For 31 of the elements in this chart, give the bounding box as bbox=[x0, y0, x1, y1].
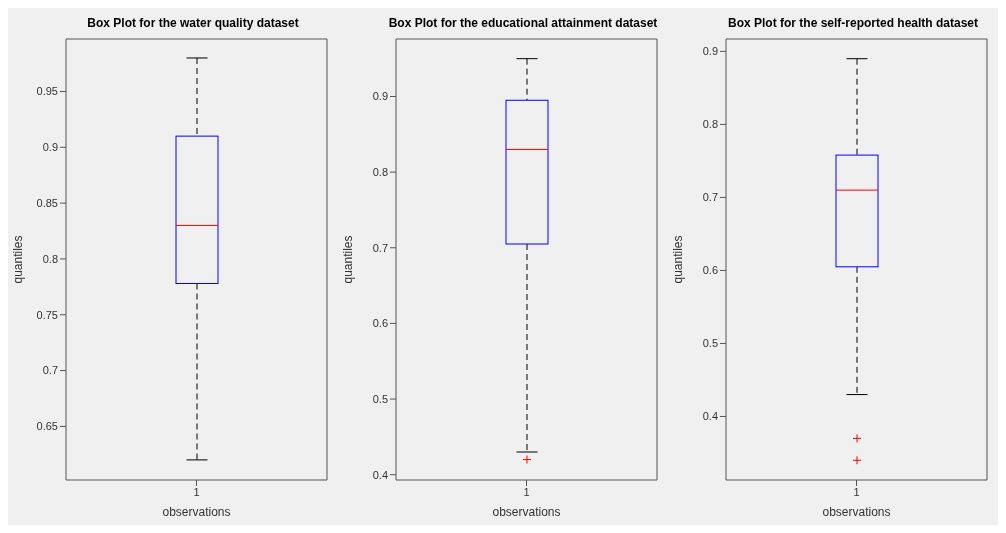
y-tick-label: 0.8 bbox=[42, 252, 58, 265]
y-tick-label: 0.5 bbox=[702, 337, 718, 350]
x-tick-label: 1 bbox=[853, 485, 860, 498]
y-tick-label: 0.9 bbox=[372, 90, 388, 103]
x-tick-label: 1 bbox=[523, 485, 530, 498]
y-tick-label: 0.8 bbox=[702, 118, 718, 131]
x-axis-title: observations bbox=[162, 505, 231, 519]
y-tick-label: 0.85 bbox=[36, 197, 58, 210]
y-tick-label: 0.9 bbox=[702, 45, 718, 58]
y-axis-title: quantiles bbox=[11, 235, 26, 284]
x-axis-title: observations bbox=[822, 505, 891, 519]
y-axis-title: quantiles bbox=[671, 235, 686, 284]
y-tick-label: 0.9 bbox=[42, 141, 58, 154]
y-tick-label: 0.5 bbox=[372, 392, 388, 405]
y-tick-label: 0.6 bbox=[702, 264, 718, 277]
y-axis-title: quantiles bbox=[341, 235, 356, 284]
y-tick-label: 0.6 bbox=[372, 317, 388, 330]
y-tick-label: 0.75 bbox=[36, 308, 58, 321]
chart-title: Box Plot for the educational attainment dataset bbox=[387, 16, 659, 30]
chart-title: Box Plot for the self-reported health dataset bbox=[726, 16, 979, 30]
y-tick-label: 0.4 bbox=[702, 410, 718, 423]
chart-title: Box Plot for the water quality dataset bbox=[86, 16, 300, 30]
y-tick-label: 0.65 bbox=[36, 420, 58, 433]
y-tick-label: 0.7 bbox=[372, 241, 388, 254]
y-tick-label: 0.7 bbox=[42, 364, 58, 377]
y-tick-label: 0.4 bbox=[372, 468, 388, 481]
x-axis-title: observations bbox=[492, 505, 561, 519]
y-tick-label: 0.7 bbox=[702, 191, 718, 204]
y-tick-label: 0.95 bbox=[36, 85, 58, 98]
x-tick-label: 1 bbox=[193, 485, 200, 498]
y-tick-label: 0.8 bbox=[372, 166, 388, 179]
